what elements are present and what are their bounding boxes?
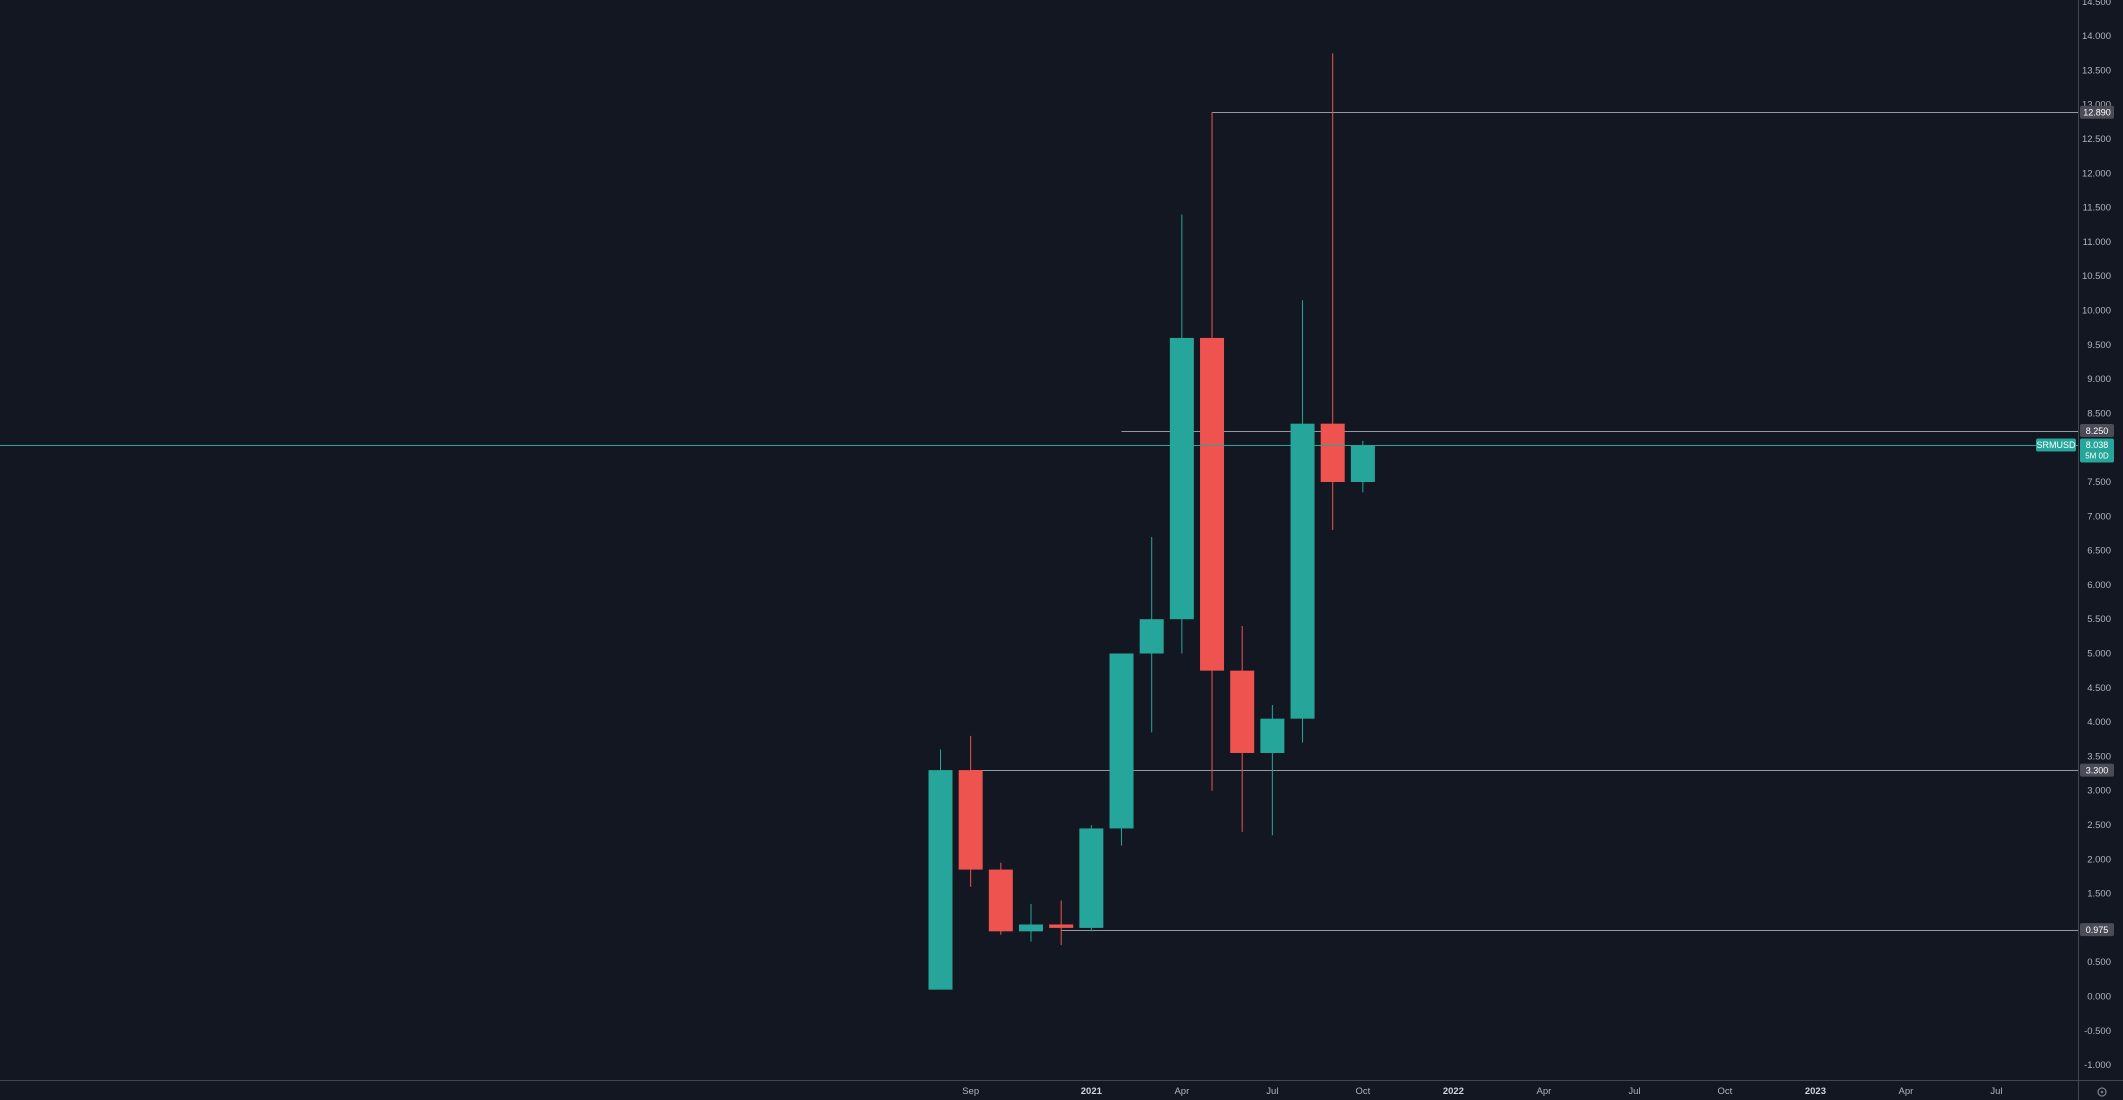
price-tick-label: 14.500 [2082, 0, 2111, 8]
time-tick-label: Jul [1628, 1086, 1640, 1097]
candle[interactable] [1079, 825, 1104, 932]
price-tick-label: 10.000 [2082, 306, 2111, 317]
time-tick-label: Apr [1174, 1086, 1189, 1097]
time-tick-label: Apr [1899, 1086, 1914, 1097]
price-tick-label: 0.500 [2087, 957, 2111, 968]
price-tick-label: 7.000 [2087, 511, 2111, 522]
last-price-marker: SRMUSD 8.038 5M 0D [0, 438, 2114, 463]
price-tick-label: 2.500 [2087, 820, 2111, 831]
candle[interactable] [1200, 112, 1225, 791]
price-tick-label: 9.500 [2087, 340, 2111, 351]
price-tick-label: 13.500 [2082, 65, 2111, 76]
candle-body [1139, 619, 1164, 654]
time-tick-label: Apr [1537, 1086, 1552, 1097]
candle[interactable] [958, 735, 983, 887]
countdown-label: 5M 0D [2085, 452, 2109, 461]
price-tick-label: 6.000 [2087, 580, 2111, 591]
level-label-bg [2080, 424, 2114, 438]
candle[interactable] [928, 749, 953, 990]
price-tick-label: 5.000 [2087, 649, 2111, 660]
candle[interactable] [1019, 903, 1044, 942]
candle[interactable] [1320, 53, 1345, 531]
symbol-label: SRMUSD [2036, 440, 2076, 450]
price-tick-label: 11.500 [2083, 203, 2111, 214]
candle-body [1230, 670, 1255, 753]
price-tick-label: 12.500 [2082, 134, 2111, 145]
level-label-text: 3.300 [2086, 765, 2109, 775]
candle[interactable] [1260, 704, 1285, 836]
last-price-label: 8.038 [2086, 440, 2109, 450]
price-tick-label: 9.000 [2087, 374, 2111, 385]
price-tick-label: 7.500 [2087, 477, 2111, 488]
candle-body [1079, 828, 1104, 928]
price-tick-label: 12.000 [2082, 168, 2111, 179]
candle-body [1019, 924, 1044, 932]
candle-body [1169, 337, 1194, 620]
candle-body [1109, 653, 1134, 829]
time-tick-label: Oct [1718, 1086, 1733, 1097]
level-label-bg [2080, 923, 2114, 937]
last-price-label-bg [2080, 438, 2114, 463]
level-label-text: 12.890 [2083, 107, 2111, 117]
level-label-text: 8.250 [2086, 426, 2109, 436]
price-tick-label: 6.500 [2087, 546, 2111, 557]
price-tick-label: 3.500 [2087, 751, 2111, 762]
level-price-label: 3.300 [2080, 763, 2114, 777]
price-tick-label: 10.500 [2082, 271, 2111, 282]
time-tick-label: 2022 [1443, 1086, 1464, 1097]
horizontal-levels [970, 112, 2078, 931]
candle[interactable] [1230, 626, 1255, 832]
candle-body [988, 869, 1013, 932]
price-tick-label: 8.500 [2087, 408, 2111, 419]
candle-body [1350, 445, 1375, 482]
candle-body [1049, 924, 1074, 928]
time-tick-label: 2021 [1081, 1086, 1103, 1097]
candle[interactable] [988, 862, 1013, 935]
time-tick-label: Oct [1355, 1086, 1370, 1097]
level-label-bg [2080, 763, 2114, 777]
candle[interactable] [1290, 300, 1315, 743]
level-price-label: 8.250 [2080, 424, 2114, 438]
candle-body [1290, 423, 1315, 719]
price-tick-label: 0.000 [2087, 992, 2111, 1003]
settings-icon[interactable] [2097, 1087, 2107, 1097]
price-axis: -1.000-0.5000.0000.5001.0001.5002.0002.5… [2082, 0, 2111, 1071]
time-tick-label: Jul [1990, 1086, 2002, 1097]
candle[interactable] [1109, 653, 1134, 846]
candle-body [1320, 423, 1345, 482]
price-tick-label: 11.000 [2083, 237, 2111, 248]
price-tick-label: 1.500 [2087, 889, 2111, 900]
level-label-text: 0.975 [2086, 925, 2109, 935]
time-tick-label: Jul [1266, 1086, 1278, 1097]
price-tick-label: -1.000 [2084, 1060, 2111, 1071]
price-tick-label: -0.500 [2084, 1026, 2111, 1037]
candle-body [958, 770, 983, 870]
level-price-label: 0.975 [2080, 923, 2114, 937]
candle[interactable] [1350, 440, 1375, 493]
price-tick-label: 3.000 [2087, 786, 2111, 797]
level-labels: 12.890 8.250 3.300 0.975 [2080, 105, 2114, 937]
candles [928, 53, 1375, 990]
candle[interactable] [1169, 214, 1194, 654]
candle[interactable] [1049, 900, 1074, 946]
price-tick-label: 5.500 [2087, 614, 2111, 625]
candle-body [1260, 718, 1285, 753]
price-tick-label: 4.500 [2087, 683, 2111, 694]
price-tick-label: 13.000 [2082, 100, 2111, 111]
level-label-bg [2080, 105, 2114, 119]
candle[interactable] [1139, 536, 1164, 733]
candle-body [1200, 337, 1225, 671]
level-price-label: 12.890 [2080, 105, 2114, 119]
price-tick-label: 14.000 [2082, 31, 2111, 42]
price-tick-label: 4.000 [2087, 717, 2111, 728]
time-tick-label: 2023 [1805, 1086, 1826, 1097]
time-tick-label: Sep [962, 1086, 979, 1097]
symbol-label-bg [2036, 438, 2076, 452]
price-tick-label: 2.000 [2087, 854, 2111, 865]
time-axis: Sep 2021 Apr Jul Oct 2022 Apr Jul Oct 2023 Apr Jul [962, 1086, 2002, 1097]
candle-body [928, 770, 953, 990]
